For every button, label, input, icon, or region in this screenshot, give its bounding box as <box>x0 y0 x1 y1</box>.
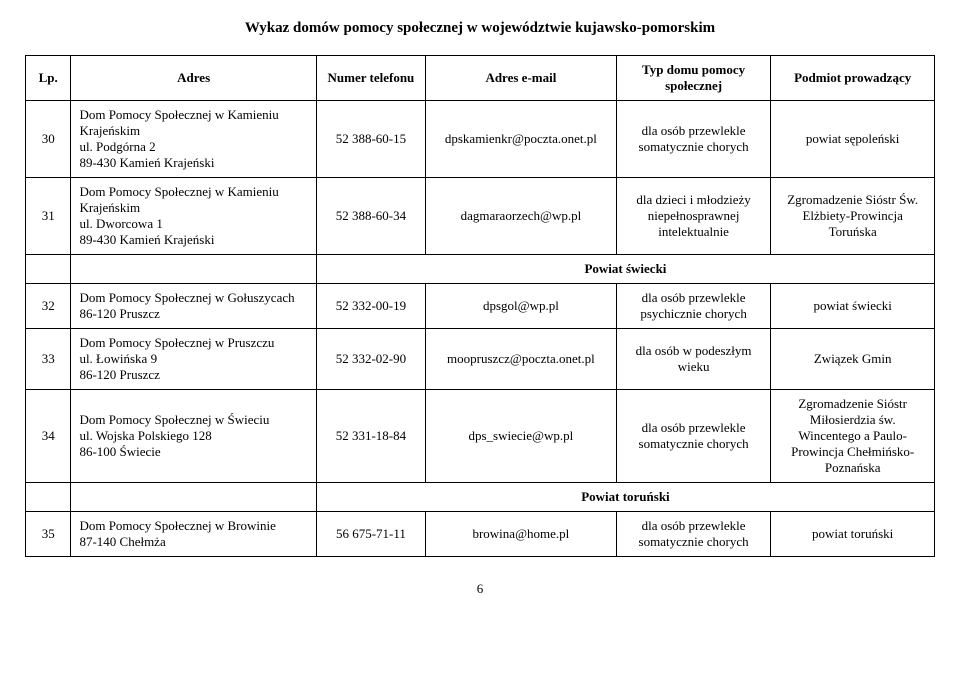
cell-lp: 30 <box>26 101 71 178</box>
cell-lp: 31 <box>26 178 71 255</box>
cell-pod: powiat świecki <box>771 284 935 329</box>
cell-email: dpskamienkr@poczta.onet.pl <box>425 101 616 178</box>
table-row: 34Dom Pomocy Społecznej w Świeciuul. Woj… <box>26 390 935 483</box>
col-header-podmiot: Podmiot prowadzący <box>771 56 935 101</box>
page-number: 6 <box>25 581 935 597</box>
cell-typ: dla dzieci i młodzieży niepełnosprawnej … <box>616 178 771 255</box>
cell-pod: powiat toruński <box>771 512 935 557</box>
section-cell-empty-lp <box>26 255 71 284</box>
table-row: 32Dom Pomocy Społecznej w Gołuszycach86-… <box>26 284 935 329</box>
col-header-adres: Adres <box>71 56 316 101</box>
section-label: Powiat toruński <box>316 483 934 512</box>
col-header-email: Adres e-mail <box>425 56 616 101</box>
section-label: Powiat świecki <box>316 255 934 284</box>
cell-adres: Dom Pomocy Społecznej w Browinie87-140 C… <box>71 512 316 557</box>
cell-lp: 32 <box>26 284 71 329</box>
page-title: Wykaz domów pomocy społecznej w wojewódz… <box>25 20 935 37</box>
cell-tel: 56 675-71-11 <box>316 512 425 557</box>
section-row: Powiat świecki <box>26 255 935 284</box>
cell-typ: dla osób przewlekle psychicznie chorych <box>616 284 771 329</box>
cell-tel: 52 388-60-15 <box>316 101 425 178</box>
cell-email: dpsgol@wp.pl <box>425 284 616 329</box>
table-row: 31Dom Pomocy Społecznej w Kamieniu Kraje… <box>26 178 935 255</box>
table-row: 35Dom Pomocy Społecznej w Browinie87-140… <box>26 512 935 557</box>
cell-email: browina@home.pl <box>425 512 616 557</box>
section-cell-empty-addr <box>71 483 316 512</box>
col-header-telefon: Numer telefonu <box>316 56 425 101</box>
dps-table: Lp. Adres Numer telefonu Adres e-mail Ty… <box>25 55 935 557</box>
cell-email: moopruszcz@poczta.onet.pl <box>425 329 616 390</box>
cell-pod: Zgromadzenie Sióstr Św. Elżbiety-Prowinc… <box>771 178 935 255</box>
cell-typ: dla osób przewlekle somatycznie chorych <box>616 390 771 483</box>
cell-pod: Związek Gmin <box>771 329 935 390</box>
cell-typ: dla osób w podeszłym wieku <box>616 329 771 390</box>
section-cell-empty-lp <box>26 483 71 512</box>
cell-lp: 34 <box>26 390 71 483</box>
cell-adres: Dom Pomocy Społecznej w Świeciuul. Wojsk… <box>71 390 316 483</box>
cell-adres: Dom Pomocy Społecznej w Kamieniu Krajeńs… <box>71 101 316 178</box>
cell-adres: Dom Pomocy Społecznej w Kamieniu Krajeńs… <box>71 178 316 255</box>
cell-typ: dla osób przewlekle somatycznie chorych <box>616 101 771 178</box>
table-row: 33Dom Pomocy Społecznej w Pruszczuul. Ło… <box>26 329 935 390</box>
col-header-typ: Typ domu pomocy społecznej <box>616 56 771 101</box>
cell-email: dps_swiecie@wp.pl <box>425 390 616 483</box>
cell-pod: Zgromadzenie Sióstr Miłosierdzia św. Win… <box>771 390 935 483</box>
col-header-lp: Lp. <box>26 56 71 101</box>
cell-typ: dla osób przewlekle somatycznie chorych <box>616 512 771 557</box>
cell-tel: 52 331-18-84 <box>316 390 425 483</box>
cell-email: dagmaraorzech@wp.pl <box>425 178 616 255</box>
cell-tel: 52 388-60-34 <box>316 178 425 255</box>
cell-lp: 33 <box>26 329 71 390</box>
cell-lp: 35 <box>26 512 71 557</box>
cell-adres: Dom Pomocy Społecznej w Pruszczuul. Łowi… <box>71 329 316 390</box>
table-header-row: Lp. Adres Numer telefonu Adres e-mail Ty… <box>26 56 935 101</box>
section-cell-empty-addr <box>71 255 316 284</box>
cell-adres: Dom Pomocy Społecznej w Gołuszycach86-12… <box>71 284 316 329</box>
cell-tel: 52 332-00-19 <box>316 284 425 329</box>
table-row: 30Dom Pomocy Społecznej w Kamieniu Kraje… <box>26 101 935 178</box>
cell-tel: 52 332-02-90 <box>316 329 425 390</box>
section-row: Powiat toruński <box>26 483 935 512</box>
cell-pod: powiat sępoleński <box>771 101 935 178</box>
